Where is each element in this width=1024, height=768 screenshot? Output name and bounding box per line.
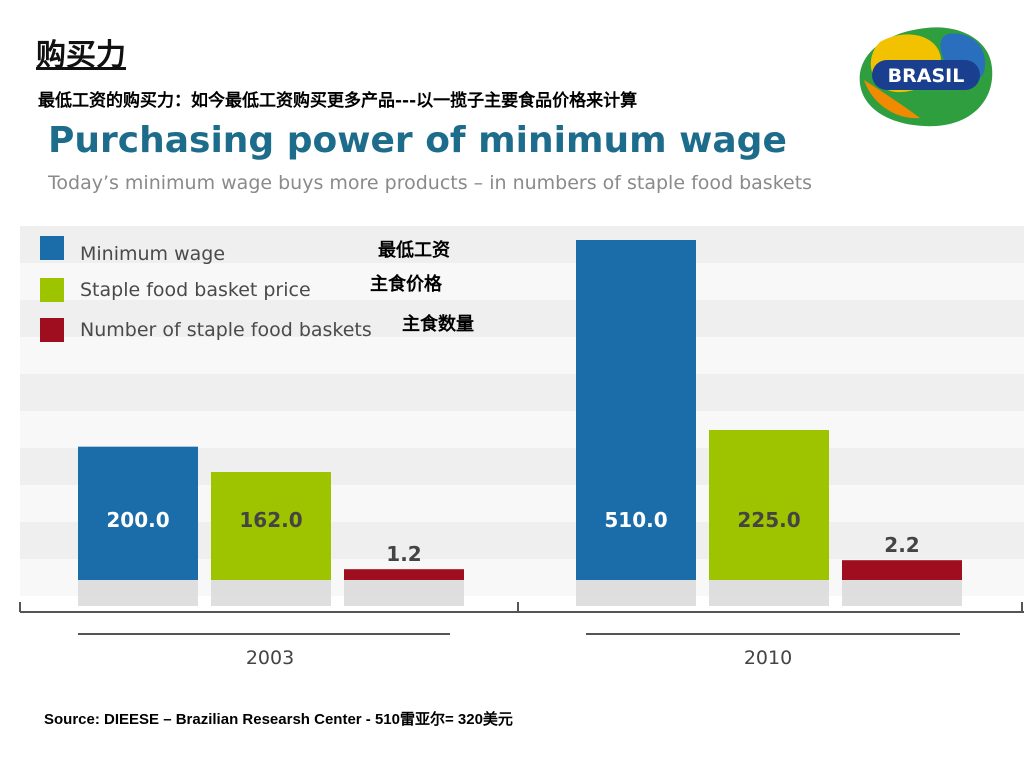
bar-shadow bbox=[709, 580, 829, 606]
legend-label: Minimum wage bbox=[80, 243, 225, 265]
brasil-logo: BRASIL bbox=[859, 27, 993, 127]
legend-item-minimum-wage: Minimum wage 最低工资 bbox=[40, 236, 450, 265]
value-label-minimum-wage-2003: 200.0 bbox=[106, 508, 169, 532]
value-label-minimum-wage-2010: 510.0 bbox=[604, 508, 667, 532]
value-labels: 200.0 162.0 1.2 510.0 225.0 2.2 bbox=[106, 508, 919, 566]
bar-minimum-wage-2003 bbox=[78, 446, 198, 580]
grid-band bbox=[20, 337, 1024, 374]
chart-title: Purchasing power of minimum wage bbox=[48, 120, 787, 161]
legend-label-cn: 主食价格 bbox=[370, 273, 443, 295]
bar-shadow bbox=[576, 580, 696, 606]
legend: Minimum wage 最低工资 Staple food basket pri… bbox=[40, 236, 474, 342]
bar-shadow bbox=[211, 580, 331, 606]
bar-shadow bbox=[842, 580, 962, 606]
grid-band bbox=[20, 226, 1024, 263]
source-note: Source: DIEESE – Brazilian Researsh Cent… bbox=[44, 711, 513, 728]
grid-band bbox=[20, 263, 1024, 300]
value-label-staple-food-basket-price-2010: 225.0 bbox=[737, 508, 800, 532]
bar-staple-food-basket-price-2010 bbox=[709, 430, 829, 580]
bar-number-of-staple-food-baskets-2003 bbox=[344, 569, 464, 580]
legend-label-cn: 最低工资 bbox=[378, 239, 450, 261]
bar-staple-food-basket-price-2003 bbox=[211, 472, 331, 580]
chart-subtitle: Today’s minimum wage buys more products … bbox=[48, 172, 813, 194]
x-axis: 2003 2010 bbox=[19, 602, 1024, 669]
bar-shadow bbox=[78, 580, 198, 606]
legend-label-cn: 主食数量 bbox=[402, 313, 474, 335]
legend-swatch bbox=[40, 236, 64, 260]
bar-minimum-wage-2010 bbox=[576, 240, 696, 580]
legend-item-staple-food-basket-price: Staple food basket price 主食价格 bbox=[40, 273, 443, 302]
category-label-2003: 2003 bbox=[246, 647, 294, 669]
legend-label: Number of staple food baskets bbox=[80, 319, 372, 341]
value-label-number-of-staple-food-baskets-2010: 2.2 bbox=[884, 533, 919, 557]
baseline-shadow bbox=[78, 580, 962, 606]
grid-band bbox=[20, 374, 1024, 411]
legend-swatch bbox=[40, 318, 64, 342]
legend-item-number-of-staple-food-baskets: Number of staple food baskets 主食数量 bbox=[40, 313, 474, 342]
grid-band bbox=[20, 411, 1024, 448]
legend-label: Staple food basket price bbox=[80, 279, 311, 301]
bar-chart: 200.0 162.0 1.2 510.0 225.0 2.2 Minimum wage … bbox=[19, 226, 1024, 669]
logo-text: BRASIL bbox=[888, 65, 965, 87]
value-label-number-of-staple-food-baskets-2003: 1.2 bbox=[386, 542, 421, 566]
bar-shadow bbox=[344, 580, 464, 606]
slide-subtitle: 最低工资的购买力：如今最低工资购买更多产品---以一揽子主要食品价格来计算 bbox=[38, 91, 638, 111]
bars bbox=[78, 240, 962, 580]
category-label-2010: 2010 bbox=[744, 647, 792, 669]
grid-band bbox=[20, 300, 1024, 337]
legend-swatch bbox=[40, 278, 64, 302]
slide-title: 购买力 bbox=[36, 38, 126, 73]
value-label-staple-food-basket-price-2003: 162.0 bbox=[239, 508, 302, 532]
bar-number-of-staple-food-baskets-2010 bbox=[842, 560, 962, 580]
